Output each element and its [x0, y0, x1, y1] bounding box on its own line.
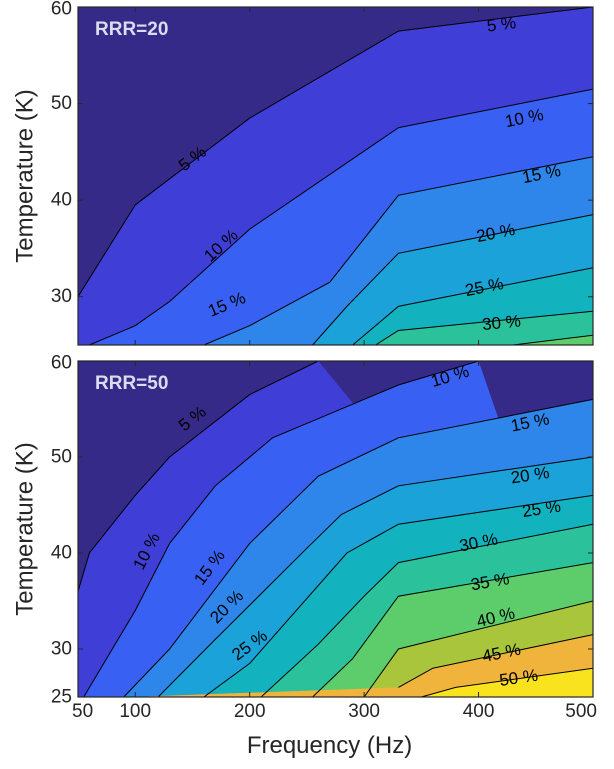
contour-label-30-percent: 30 %: [481, 311, 521, 334]
x-tick-label: 100: [119, 701, 151, 722]
axis-ticks: [77, 360, 594, 698]
contour-band-30-percent: [375, 311, 593, 345]
contour-line-30-percent: [375, 310, 593, 345]
contour-line-5-percent: [78, 361, 319, 592]
contour-lines: [78, 7, 593, 345]
contour-line-50-percent: [421, 667, 593, 697]
y-tick-label: 40: [51, 190, 72, 211]
contour-line-35-percent: [512, 334, 593, 345]
y-tick-labels: 30 40 50 60: [51, 0, 72, 307]
y-tick-label: 60: [51, 0, 72, 20]
contour-line-15-percent: [203, 156, 593, 345]
axis-ticks: [77, 6, 594, 345]
x-axis-label: Frequency (Hz): [247, 732, 412, 759]
x-tick-label: 200: [234, 701, 266, 722]
contour-line-40-percent: [363, 600, 593, 697]
contour-line-10-percent: [83, 361, 479, 697]
y-axis-label: Temperature (K): [12, 89, 39, 262]
contour-fills: [78, 7, 593, 345]
x-tick-labels: 50 100 200 300 400 500: [72, 701, 597, 722]
y-axis-label: Temperature (K): [12, 442, 39, 615]
y-tick-label: 60: [51, 353, 72, 374]
contour-band-45-percent: [131, 634, 593, 697]
panel-rrr-50: 10 %5 % 15 %20 %25 %10 % 15 %30 %35 %20 % 4…: [12, 353, 598, 760]
x-tick-label: 500: [565, 701, 597, 722]
y-tick-label: 50: [51, 93, 72, 114]
y-tick-labels: 25 30 40 50 60: [51, 353, 72, 708]
y-tick-label: 40: [51, 543, 72, 564]
panel-label: RRR=20: [95, 19, 168, 40]
plot-frame: [77, 6, 594, 346]
x-tick-label: 50: [72, 701, 93, 722]
contour-line-25-percent: [352, 267, 593, 345]
contour-line-20-percent: [157, 456, 593, 697]
contour-line-45-percent: [398, 634, 593, 688]
y-tick-label: 30: [51, 286, 72, 307]
contour-line-30-percent: [260, 523, 593, 697]
x-tick-label: 400: [463, 701, 495, 722]
panel-label: RRR=50: [95, 373, 168, 394]
y-tick-label: 30: [51, 639, 72, 660]
contour-band-50-percent: [421, 668, 593, 697]
contour-line-10-percent: [89, 88, 593, 345]
contour-line-25-percent: [203, 494, 593, 697]
contour-line-35-percent: [312, 562, 593, 697]
plot-frame: [77, 360, 594, 698]
panel-rrr-20: 5 %5 %10 %10 %15 %15 %20 %25 %30 % 30405…: [12, 0, 594, 346]
contour-line-5-percent: [78, 7, 593, 297]
contour-line-15-percent: [123, 398, 593, 697]
contour-label-5-percent: 5 %: [486, 13, 517, 35]
contour-line-20-percent: [312, 214, 593, 345]
y-tick-label: 50: [51, 447, 72, 468]
x-tick-label: 300: [348, 701, 380, 722]
contour-fills: [78, 361, 593, 697]
contour-lines: [78, 361, 593, 697]
y-tick-label: 25: [51, 687, 72, 708]
